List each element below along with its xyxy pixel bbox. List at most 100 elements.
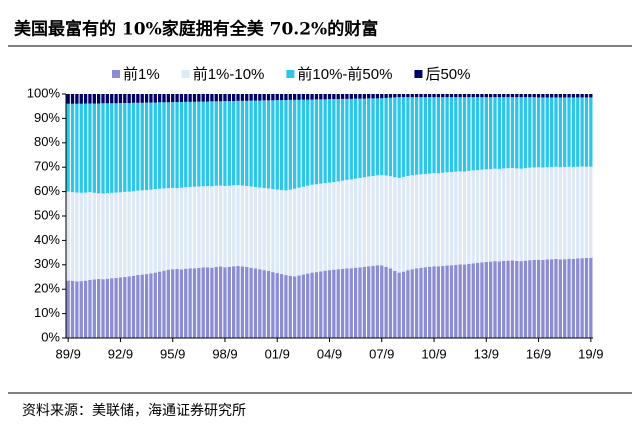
bar-segment xyxy=(166,94,171,103)
bar-segment xyxy=(384,94,388,98)
bar-segment xyxy=(262,187,266,271)
legend-label: 前10%-前50% xyxy=(297,66,392,83)
bar-segment xyxy=(584,94,589,98)
bar-segment xyxy=(253,268,258,338)
bar-segment xyxy=(554,166,558,259)
bar-segment xyxy=(140,94,144,103)
bar-segment xyxy=(323,99,327,184)
bar-segment xyxy=(293,276,297,338)
bar-segment xyxy=(558,94,562,98)
bar-segment xyxy=(258,269,262,338)
bar-segment xyxy=(502,168,506,261)
bar-segment xyxy=(454,97,458,172)
bar-segment xyxy=(545,97,549,168)
bar-segment xyxy=(506,97,510,169)
bar-segment xyxy=(397,94,401,98)
bar-segment xyxy=(70,280,75,338)
bar-segment xyxy=(528,167,532,261)
bar-segment xyxy=(144,274,149,338)
bar-segment xyxy=(371,98,375,176)
bar-segment xyxy=(467,97,471,171)
bar-segment xyxy=(192,101,197,187)
bar-segment xyxy=(149,273,153,338)
bar-segment xyxy=(162,102,166,189)
bar-segment xyxy=(293,99,297,189)
bar-segment xyxy=(488,261,493,338)
bar-segment xyxy=(284,275,288,338)
legend-swatch xyxy=(286,70,295,78)
bar-segment xyxy=(175,268,179,338)
bar-segment xyxy=(205,185,210,268)
bar-segment xyxy=(549,97,554,167)
bar-segment xyxy=(179,94,184,103)
bar-segment xyxy=(166,269,171,338)
bar-segment xyxy=(271,272,275,338)
bar-segment xyxy=(232,94,236,102)
bar-segment xyxy=(88,279,92,338)
bar-segment xyxy=(188,268,192,338)
bar-segment xyxy=(410,97,414,176)
bar-segment xyxy=(149,189,153,274)
bar-segment xyxy=(506,168,510,261)
bar-segment xyxy=(288,275,292,338)
bar-segment xyxy=(245,185,249,267)
bar-segment xyxy=(414,94,419,98)
bar-segment xyxy=(293,188,297,277)
bar-segment xyxy=(563,94,567,98)
bar-segment xyxy=(236,185,240,267)
x-tick-label: 01/9 xyxy=(265,346,290,361)
legend-label: 后50% xyxy=(425,66,470,83)
bar-segment xyxy=(153,189,157,273)
bar-segment xyxy=(584,97,589,167)
bar-segment xyxy=(410,269,414,338)
bar-segment xyxy=(449,97,454,173)
bar-segment xyxy=(454,94,458,98)
bar-segment xyxy=(279,94,284,101)
bar-segment xyxy=(497,261,502,338)
bar-segment xyxy=(462,264,467,338)
bar-segment xyxy=(223,267,227,338)
bar-segment xyxy=(406,270,410,338)
bar-segment xyxy=(258,187,262,270)
bar-segment xyxy=(258,100,262,188)
bar-segment xyxy=(393,270,397,338)
bar-segment xyxy=(332,269,336,338)
bar-segment xyxy=(179,102,184,188)
bar-segment xyxy=(484,169,488,262)
bar-segment xyxy=(401,271,406,338)
bar-segment xyxy=(345,179,349,269)
bar-segment xyxy=(515,260,519,338)
bar-segment xyxy=(371,265,375,338)
bar-segment xyxy=(201,267,205,338)
bar-segment xyxy=(79,192,83,282)
bar-segment xyxy=(454,171,458,265)
bar-segment xyxy=(171,269,175,338)
bar-segment xyxy=(493,97,497,169)
bar-segment xyxy=(589,94,593,98)
bar-segment xyxy=(275,273,279,338)
bar-segment xyxy=(428,173,432,267)
bar-segment xyxy=(70,103,75,193)
bar-segment xyxy=(536,259,541,338)
bar-segment xyxy=(153,94,157,103)
bar-segment xyxy=(576,94,580,98)
bar-segment xyxy=(245,94,249,101)
bar-segment xyxy=(497,168,502,262)
bar-segment xyxy=(528,94,532,98)
bar-segment xyxy=(589,166,593,258)
bar-segment xyxy=(532,97,536,168)
bar-segment xyxy=(436,94,441,98)
bar-segment xyxy=(549,166,554,260)
bar-segment xyxy=(301,94,306,100)
bar-segment xyxy=(249,100,253,187)
bar-segment xyxy=(336,181,340,270)
bar-segment xyxy=(240,266,245,338)
bar-segment xyxy=(436,266,441,338)
bar-segment xyxy=(153,272,157,338)
bar-segment xyxy=(323,270,327,338)
bar-segment xyxy=(410,175,414,270)
bar-segment xyxy=(349,94,353,99)
bar-segment xyxy=(419,97,423,175)
bar-segment xyxy=(549,259,554,338)
bar-segment xyxy=(140,190,144,275)
